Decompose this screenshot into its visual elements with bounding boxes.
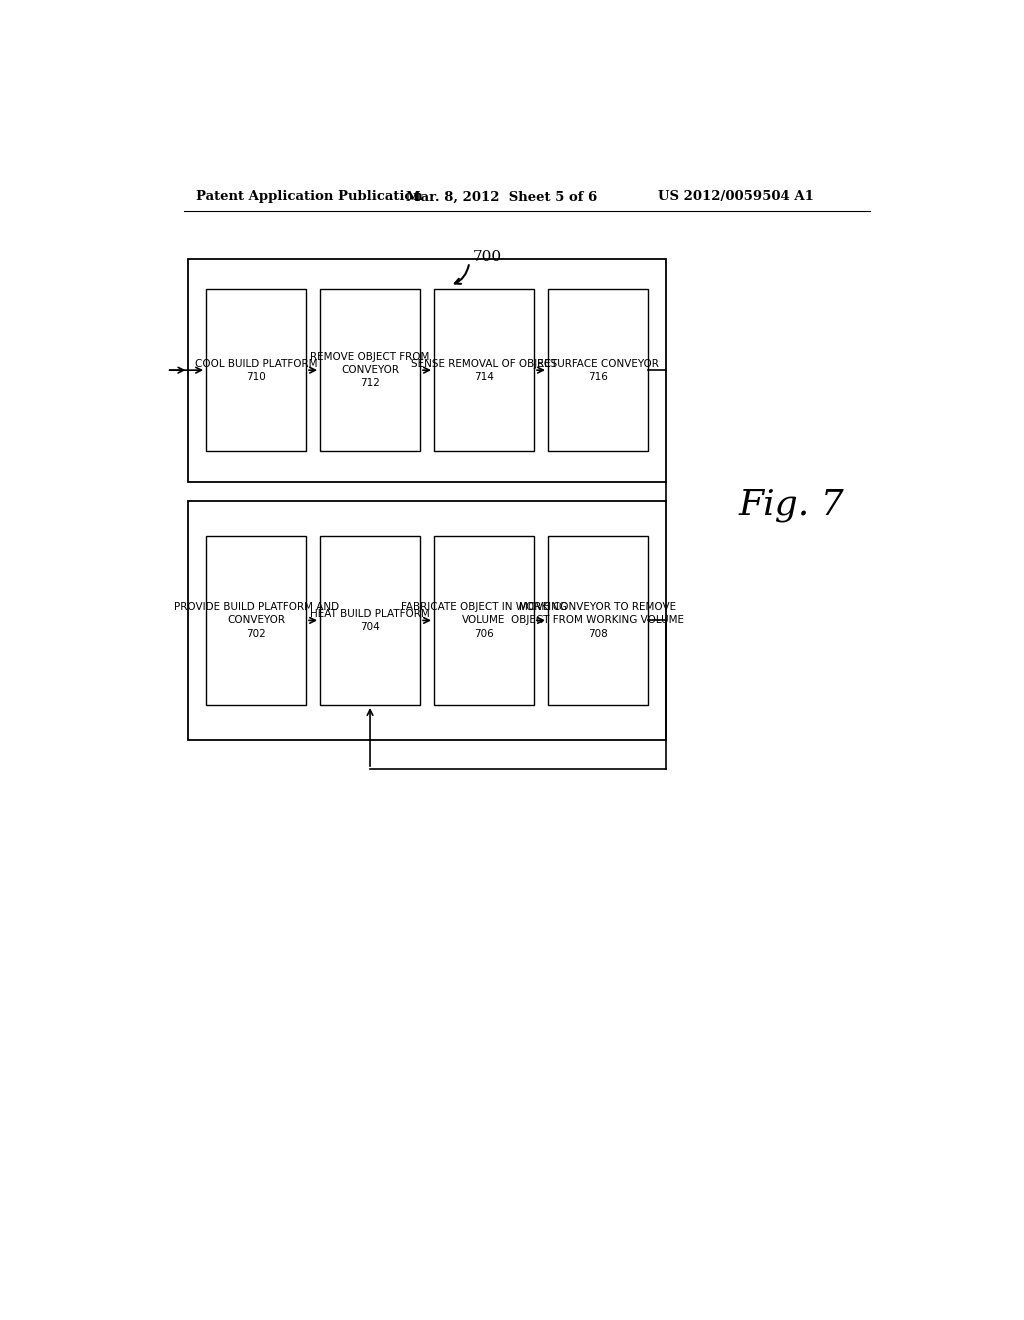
Bar [434, 536, 535, 705]
Bar [434, 289, 535, 451]
Bar [188, 502, 666, 739]
Bar [319, 289, 420, 451]
Text: SENSE REMOVAL OF OBJECT
714: SENSE REMOVAL OF OBJECT 714 [411, 359, 557, 381]
Text: Patent Application Publication: Patent Application Publication [196, 190, 423, 203]
Bar [206, 289, 306, 451]
Text: PROVIDE BUILD PLATFORM AND
CONVEYOR
702: PROVIDE BUILD PLATFORM AND CONVEYOR 702 [173, 602, 339, 639]
Text: FABRICATE OBJECT IN WORKING
VOLUME
706: FABRICATE OBJECT IN WORKING VOLUME 706 [401, 602, 567, 639]
Text: COOL BUILD PLATFORM
710: COOL BUILD PLATFORM 710 [195, 359, 317, 381]
Text: RESURFACE CONVEYOR
716: RESURFACE CONVEYOR 716 [537, 359, 658, 381]
Text: MOVE CONVEYOR TO REMOVE
OBJECT FROM WORKING VOLUME
708: MOVE CONVEYOR TO REMOVE OBJECT FROM WORK… [511, 602, 684, 639]
Bar [548, 536, 648, 705]
Bar [548, 289, 648, 451]
Text: Mar. 8, 2012  Sheet 5 of 6: Mar. 8, 2012 Sheet 5 of 6 [407, 190, 597, 203]
Bar [206, 536, 306, 705]
Text: 700: 700 [473, 249, 503, 264]
Text: REMOVE OBJECT FROM
CONVEYOR
712: REMOVE OBJECT FROM CONVEYOR 712 [310, 352, 430, 388]
Bar [188, 259, 666, 482]
Bar [319, 536, 420, 705]
Text: US 2012/0059504 A1: US 2012/0059504 A1 [658, 190, 814, 203]
Text: Fig. 7: Fig. 7 [739, 488, 845, 521]
Text: HEAT BUILD PLATFORM
704: HEAT BUILD PLATFORM 704 [310, 609, 430, 632]
